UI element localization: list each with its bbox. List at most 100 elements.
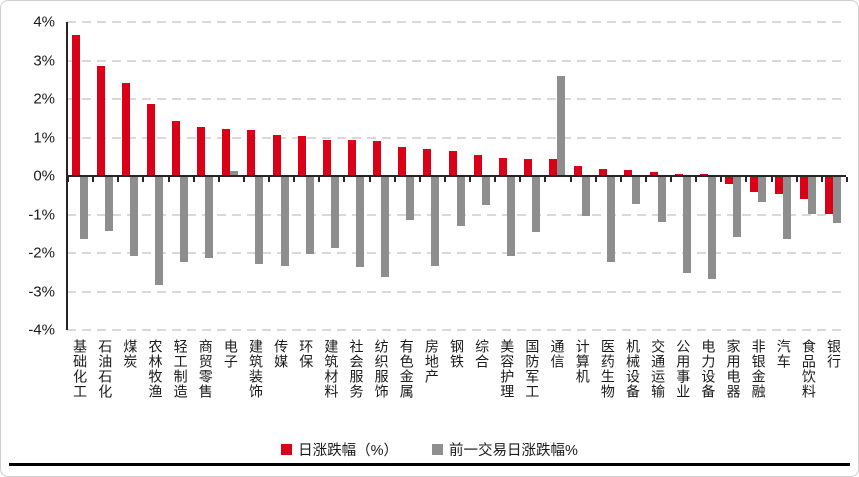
x-axis-tick (469, 177, 472, 182)
x-axis-tick (142, 177, 145, 182)
y-axis-tick-label: -3% (28, 283, 55, 300)
x-axis-tick (644, 177, 647, 182)
x-axis-tick (619, 177, 622, 182)
chart-legend: 日涨跌幅（%） 前一交易日涨跌幅% (1, 439, 858, 460)
bar-previous-煤炭 (129, 177, 138, 257)
y-axis-tick-label: -1% (28, 206, 55, 223)
bar-daily-计算机 (574, 165, 583, 176)
gridline-3% (67, 59, 846, 62)
x-axis-tick (494, 177, 497, 182)
x-axis-category-label: 建筑材料 (323, 339, 340, 399)
x-axis-category-label: 环保 (298, 339, 315, 369)
bar-daily-建筑装饰 (247, 129, 256, 176)
bar-previous-有色金属 (406, 177, 415, 221)
bar-previous-银行 (833, 177, 842, 223)
x-axis-tick (368, 177, 371, 182)
y-axis-tick-label: 2% (33, 90, 55, 108)
bar-previous-钢铁 (456, 177, 465, 227)
bar-daily-银行 (825, 177, 834, 215)
bar-daily-石油石化 (96, 66, 105, 176)
bar-daily-煤炭 (121, 82, 130, 176)
x-axis-tick (670, 177, 673, 182)
bar-daily-国防军工 (523, 159, 532, 176)
x-axis-category-label: 汽车 (775, 339, 792, 369)
y-axis-tick-label: 0% (33, 167, 55, 185)
x-axis-tick (569, 177, 572, 182)
y-axis-tick-label: 1% (33, 129, 55, 146)
bar-daily-钢铁 (448, 150, 457, 176)
bar-previous-环保 (305, 177, 314, 254)
gridline--2% (67, 252, 846, 254)
x-axis-category-label: 医药生物 (599, 339, 616, 399)
x-axis-tick (519, 177, 522, 182)
x-axis-category-label: 社会服务 (348, 339, 365, 399)
x-axis-category-label: 公用事业 (675, 339, 692, 399)
x-axis-tick (67, 177, 69, 182)
bar-previous-公用事业 (682, 177, 691, 273)
x-axis-tick (242, 177, 245, 182)
bar-daily-电子 (222, 129, 231, 176)
bar-daily-轻工制造 (172, 121, 181, 176)
x-axis-category-label: 电力设备 (700, 339, 717, 399)
bar-previous-家用电器 (732, 177, 741, 238)
bar-daily-公用事业 (674, 173, 683, 176)
bar-previous-轻工制造 (180, 177, 189, 263)
bar-daily-社会服务 (347, 140, 356, 176)
bar-previous-农林牧渔 (154, 177, 163, 285)
x-axis-category-label: 通信 (549, 339, 566, 369)
x-axis-tick (268, 177, 271, 182)
legend-label-previous-day-change: 前一交易日涨跌幅% (449, 443, 578, 459)
x-axis-tick (418, 177, 421, 182)
legend-item-daily-change: 日涨跌幅（%） (281, 439, 398, 460)
x-axis-tick (343, 177, 346, 182)
x-axis-tick (745, 177, 748, 182)
bar-previous-医药生物 (607, 177, 616, 263)
bar-previous-建筑装饰 (255, 177, 264, 264)
bar-previous-国防军工 (531, 177, 540, 233)
x-axis-category-label: 房地产 (423, 339, 440, 384)
x-axis-zero-line (66, 175, 846, 177)
x-axis-tick (217, 177, 220, 182)
bar-previous-电力设备 (707, 177, 716, 280)
x-axis-category-label: 银行 (825, 339, 842, 369)
x-axis-tick (443, 177, 446, 182)
x-axis-tick (293, 177, 296, 182)
y-axis-tick-label: 4% (33, 13, 55, 31)
x-axis-tick (318, 177, 321, 182)
x-axis-tick (192, 177, 195, 182)
legend-swatch-red (281, 444, 293, 455)
legend-label-daily-change: 日涨跌幅（%） (298, 443, 398, 459)
bar-previous-机械设备 (632, 177, 641, 205)
bar-previous-建筑材料 (330, 177, 339, 248)
x-axis-tick (544, 177, 547, 182)
bar-daily-医药生物 (599, 169, 608, 176)
bar-previous-美容护理 (506, 177, 515, 257)
x-axis-category-label: 煤炭 (122, 339, 139, 369)
bar-daily-建筑材料 (322, 139, 331, 176)
gridline--4% (67, 329, 846, 331)
bar-previous-电子 (230, 170, 239, 176)
bar-previous-商贸零售 (205, 177, 214, 258)
y-axis-tick-label: -4% (28, 321, 55, 339)
x-axis-category-label: 农林牧渔 (147, 339, 164, 399)
x-axis-tick (770, 177, 773, 182)
x-axis-tick (92, 177, 95, 182)
x-axis-tick (846, 177, 848, 182)
bar-daily-美容护理 (498, 158, 507, 176)
gridline-4% (67, 21, 846, 23)
bar-daily-有色金属 (398, 146, 407, 176)
bar-daily-房地产 (423, 149, 432, 176)
bar-daily-环保 (297, 135, 306, 176)
bar-previous-基础化工 (79, 177, 88, 239)
x-axis-category-label: 计算机 (574, 339, 591, 384)
bar-previous-交通运输 (657, 177, 666, 222)
x-axis-category-label: 传媒 (273, 339, 290, 369)
bar-daily-机械设备 (624, 169, 633, 176)
bar-daily-汽车 (775, 177, 784, 194)
x-axis-tick (594, 177, 597, 182)
bar-daily-农林牧渔 (146, 103, 155, 176)
bar-previous-汽车 (783, 177, 792, 239)
bar-daily-非银金融 (750, 177, 759, 193)
